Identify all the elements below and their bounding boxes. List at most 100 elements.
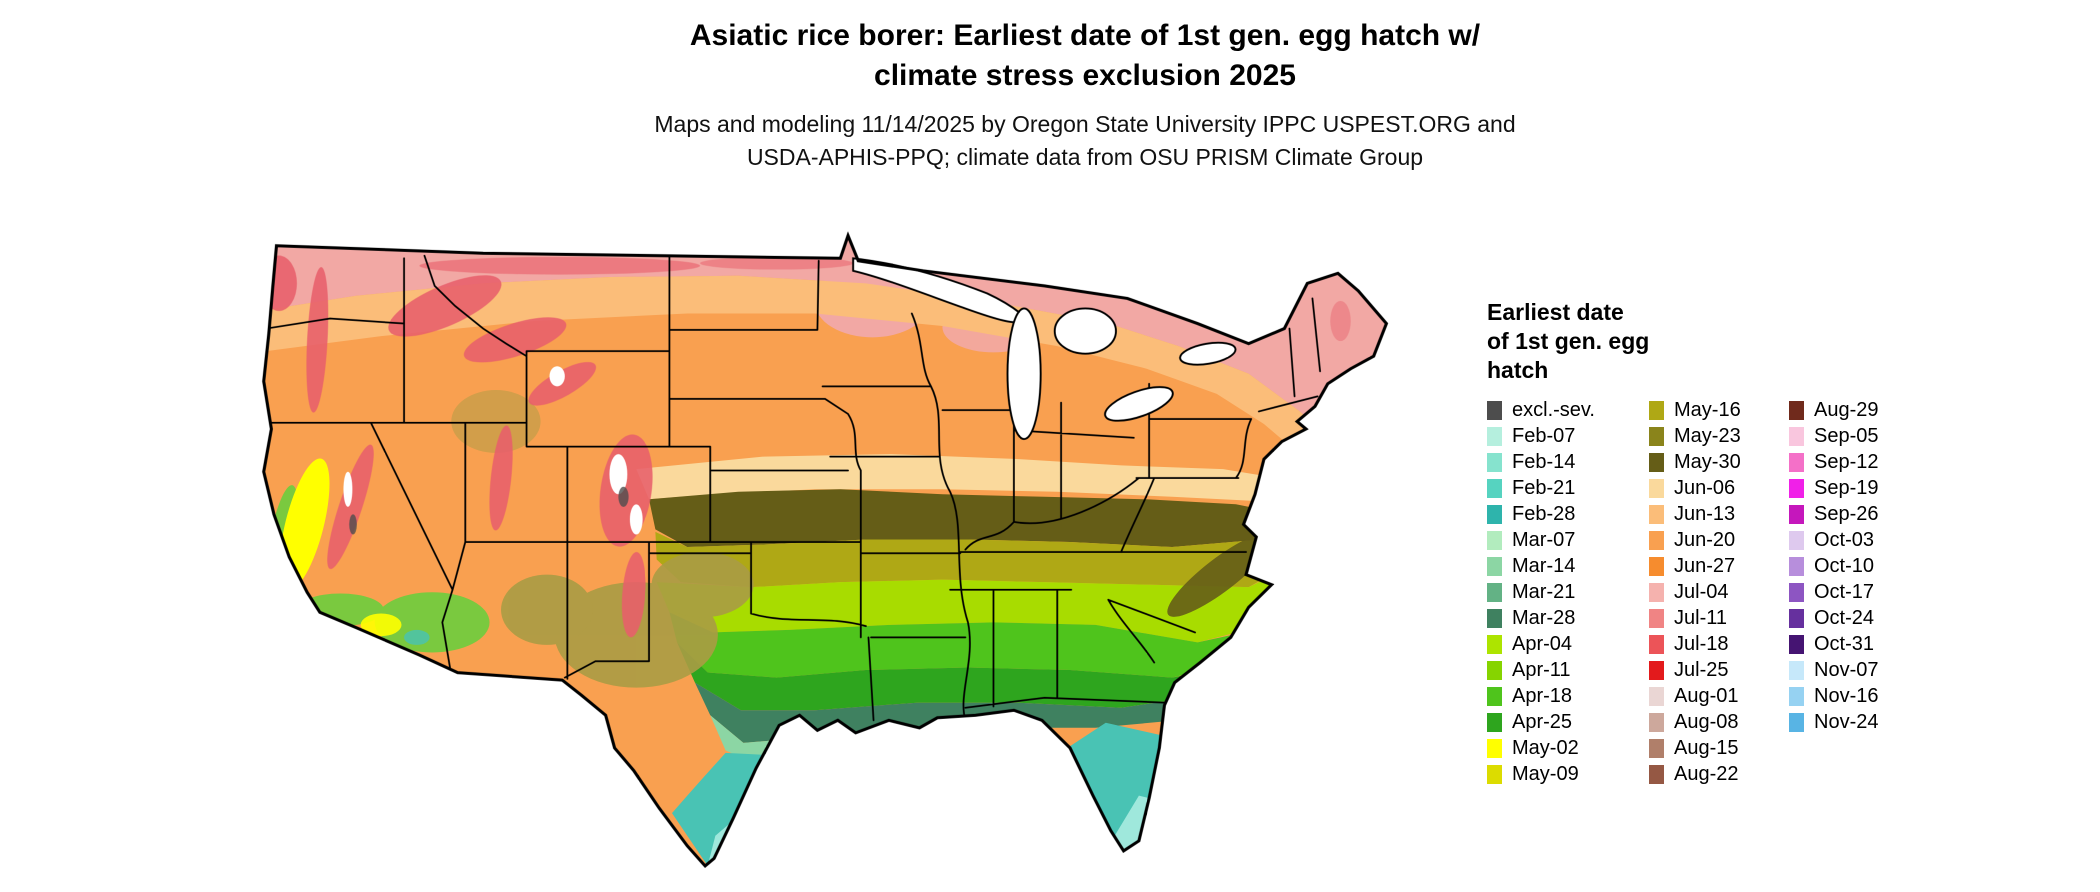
legend-entry: Sep-12 [1789,449,1919,475]
legend-swatch [1649,452,1664,472]
legend-swatch [1649,478,1664,498]
legend-label: Oct-10 [1814,554,1875,577]
legend-label: May-30 [1674,450,1741,473]
legend-entry: Oct-10 [1789,553,1919,579]
legend-entry: Oct-17 [1789,579,1919,605]
legend-swatch [1487,452,1502,472]
legend-swatch [1789,400,1804,420]
legend-entry: Mar-21 [1487,579,1637,605]
legend-swatch [1487,400,1502,420]
legend-entry: Feb-21 [1487,475,1637,501]
legend-entry: Aug-29 [1789,397,1919,423]
legend-swatch [1789,660,1804,680]
legend-swatch [1487,660,1502,680]
legend-entry: Aug-08 [1649,709,1777,735]
legend-label: Sep-26 [1814,502,1879,525]
legend-entry: Oct-24 [1789,605,1919,631]
legend-entry: Apr-04 [1487,631,1637,657]
legend-label: May-02 [1512,736,1579,759]
region-feb-florida-tip [1114,795,1150,851]
legend-entry: Feb-07 [1487,423,1637,449]
legend-label: Mar-28 [1512,606,1576,629]
great-lakes [852,257,1237,440]
legend-swatch [1487,712,1502,732]
legend-entry: Jul-25 [1649,657,1777,683]
legend-swatch [1789,582,1804,602]
legend-column-3: Aug-29 Sep-05 Sep-12 Sep-19 Sep-26 Oct-03 Oct-… [1789,397,1919,735]
legend-swatch [1649,608,1664,628]
us-map [228,208,1440,886]
legend-entry: Mar-14 [1487,553,1637,579]
legend-label: Sep-05 [1814,424,1879,447]
legend-title-line-3: hatch [1487,357,1549,383]
legend-label: Jun-20 [1674,528,1736,551]
legend-title-line-2: of 1st gen. egg [1487,328,1650,354]
legend-title-line-1: Earliest date [1487,299,1624,325]
legend-column-2: May-16 May-23 May-30 Jun-06 Jun-13 Jun-20 Jun-… [1649,397,1777,787]
legend-entry: Jun-20 [1649,527,1777,553]
legend-entry: Jul-11 [1649,605,1777,631]
legend-swatch [1487,608,1502,628]
legend-label: Jul-18 [1674,632,1729,655]
legend-entry: May-02 [1487,735,1637,761]
subtitle-line-1: Maps and modeling 11/14/2025 by Oregon S… [654,111,1516,137]
legend-swatch [1487,738,1502,758]
legend-entry: Sep-19 [1789,475,1919,501]
legend-entry: May-16 [1649,397,1777,423]
legend-label: Jul-04 [1674,580,1729,603]
legend-entry: Aug-15 [1649,735,1777,761]
legend-label: Apr-25 [1512,710,1573,733]
legend-label: Jun-06 [1674,476,1736,499]
legend-swatch [1649,660,1664,680]
legend-entry: Jul-04 [1649,579,1777,605]
title-line-1: Asiatic rice borer: Earliest date of 1st… [689,19,1481,52]
mountain-white-peaks [343,366,643,535]
legend-label: Aug-22 [1674,762,1739,785]
legend-entry: May-23 [1649,423,1777,449]
lake-erie [1104,386,1174,422]
legend-entry: May-30 [1649,449,1777,475]
legend-label: Nov-24 [1814,710,1879,733]
legend-label: Mar-07 [1512,528,1576,551]
legend-swatch [1487,634,1502,654]
lake-michigan [1006,307,1042,440]
legend-entry: Nov-24 [1789,709,1919,735]
region-may16 [655,531,1290,588]
legend-label: Aug-08 [1674,710,1739,733]
legend-entry: Jun-13 [1649,501,1777,527]
legend-label: Apr-18 [1512,684,1573,707]
legend-swatch [1649,556,1664,576]
legend-swatch [1789,608,1804,628]
legend-label: Feb-21 [1512,476,1576,499]
legend-label: Oct-17 [1814,580,1875,603]
legend-entry: Apr-11 [1487,657,1637,683]
legend-entry: Apr-18 [1487,683,1637,709]
legend-label: May-16 [1674,398,1741,421]
legend-swatch [1649,712,1664,732]
legend-label: excl.-sev. [1512,398,1595,421]
map-subtitle: Maps and modeling 11/14/2025 by Oregon S… [70,108,2100,174]
legend-label: Jul-25 [1674,658,1729,681]
legend-entry: Jul-18 [1649,631,1777,657]
legend-swatch [1649,426,1664,446]
legend-entry: Sep-05 [1789,423,1919,449]
legend-swatch [1789,634,1804,654]
legend: Earliest date of 1st gen. egg hatch excl… [1487,298,1919,787]
legend-entry: excl.-sev. [1487,397,1637,423]
legend-entry: Jun-27 [1649,553,1777,579]
legend-label: Mar-14 [1512,554,1576,577]
legend-swatch [1789,686,1804,706]
legend-label: Aug-01 [1674,684,1739,707]
legend-swatch [1789,530,1804,550]
legend-label: Nov-07 [1814,658,1879,681]
legend-entry: Mar-28 [1487,605,1637,631]
legend-label: Feb-28 [1512,502,1576,525]
region-ca-valley-yellow [279,458,330,591]
subtitle-line-2: USDA-APHIS-PPQ; climate data from OSU PR… [746,144,1424,170]
legend-swatch [1487,764,1502,784]
legend-entry: Aug-01 [1649,683,1777,709]
legend-label: Mar-21 [1512,580,1576,603]
legend-label: Aug-29 [1814,398,1879,421]
legend-swatch [1649,764,1664,784]
legend-entry: Nov-07 [1789,657,1919,683]
